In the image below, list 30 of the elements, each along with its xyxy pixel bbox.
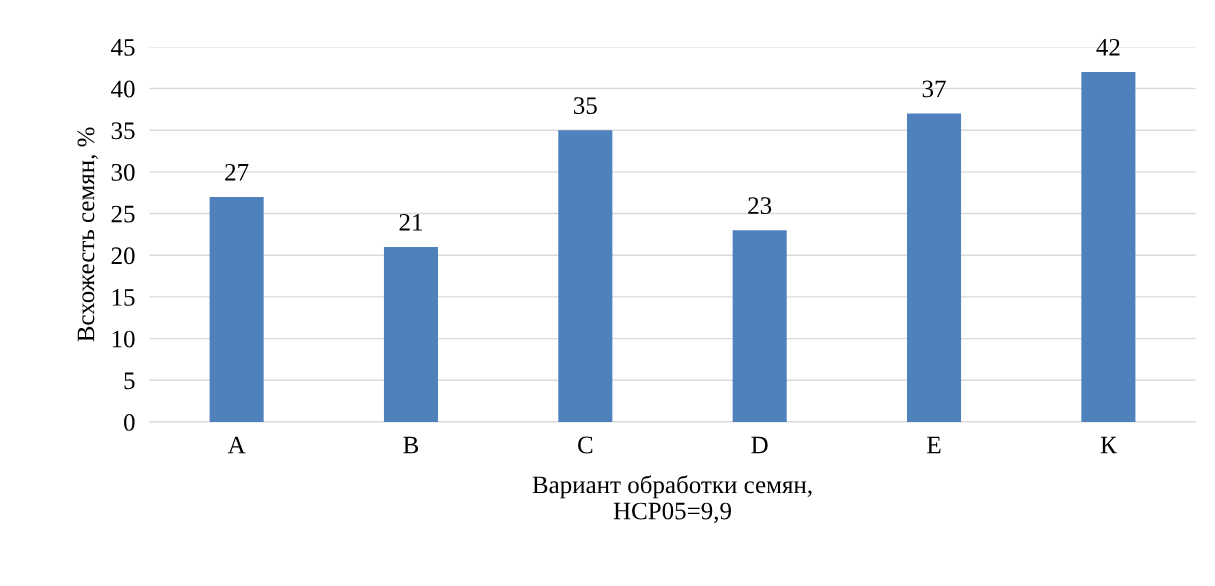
y-tick-label: 45 [111,39,135,56]
x-tick-label: A [227,436,246,454]
x-tick-label: E [927,436,941,454]
x-tick-label: К [1100,436,1117,454]
bar [732,230,787,422]
bar [209,196,264,422]
x-tick-label: B [403,436,419,454]
y-tick-label: 0 [124,413,135,431]
y-tick-label: 30 [111,163,135,181]
data-label: 35 [574,97,597,115]
y-axis-title: Всхожесть семян, % [77,127,98,342]
x-axis-title: Вариант обработки семян, НСР05=9,9 [532,475,812,524]
y-tick-label: 20 [111,247,135,265]
data-label: 27 [225,163,249,181]
bar [558,130,613,422]
y-tick-label: 40 [111,80,135,98]
data-label: 21 [399,213,422,231]
data-label: 37 [922,80,946,98]
y-tick-label: 25 [111,205,135,223]
y-tick-label: 10 [112,330,135,348]
bar [383,246,438,422]
y-tick-label: 5 [124,372,135,390]
x-tick-label: D [751,436,768,454]
data-label: 42 [1096,38,1120,56]
data-label: 23 [748,197,772,215]
x-tick-label: C [578,436,593,454]
bar [907,113,962,422]
y-tick-label: 35 [111,122,135,140]
y-tick-label: 15 [112,289,135,306]
bar [1081,71,1136,422]
